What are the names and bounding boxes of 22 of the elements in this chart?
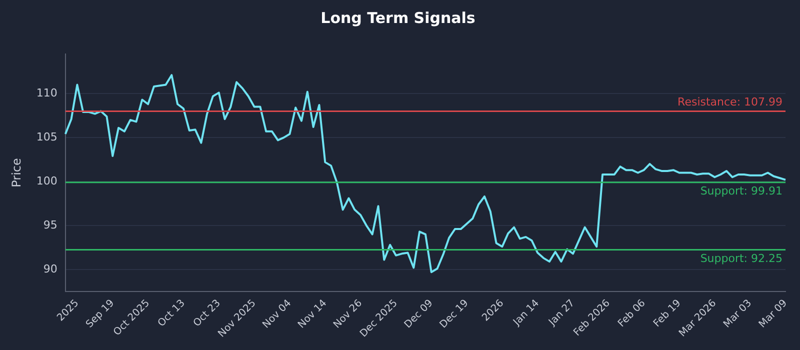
x-tick-label: Mar 09 bbox=[757, 298, 790, 330]
y-axis-title: Price bbox=[9, 158, 24, 188]
x-tick-label: Feb 19 bbox=[652, 298, 684, 330]
y-tick-label: 90 bbox=[43, 262, 58, 276]
ref-line-label: Support: 92.25 bbox=[700, 252, 783, 266]
chart-title: Long Term Signals bbox=[320, 8, 476, 27]
x-tick-label: Dec 19 bbox=[438, 298, 471, 331]
y-tick-label: 100 bbox=[36, 174, 58, 188]
x-tick-label: Oct 23 bbox=[192, 298, 223, 330]
x-tick-label: Feb 06 bbox=[616, 298, 648, 330]
x-tick-label: Jan 27 bbox=[546, 298, 577, 329]
x-tick-label: Jan 14 bbox=[510, 298, 542, 329]
x-tick-label: Nov 04 bbox=[260, 298, 294, 331]
x-tick-label: Mar 03 bbox=[722, 298, 754, 330]
x-tick-label: Dec 09 bbox=[402, 298, 436, 331]
x-tick-label: Oct 13 bbox=[156, 298, 188, 330]
y-tick-label: 105 bbox=[36, 130, 58, 144]
y-tick-label: 95 bbox=[43, 218, 58, 232]
ref-line-label: Resistance: 107.99 bbox=[678, 96, 783, 109]
ref-line-label: Support: 99.91 bbox=[700, 184, 783, 198]
x-tick-label: Nov 14 bbox=[296, 298, 330, 331]
y-tick-label: 110 bbox=[36, 86, 58, 100]
